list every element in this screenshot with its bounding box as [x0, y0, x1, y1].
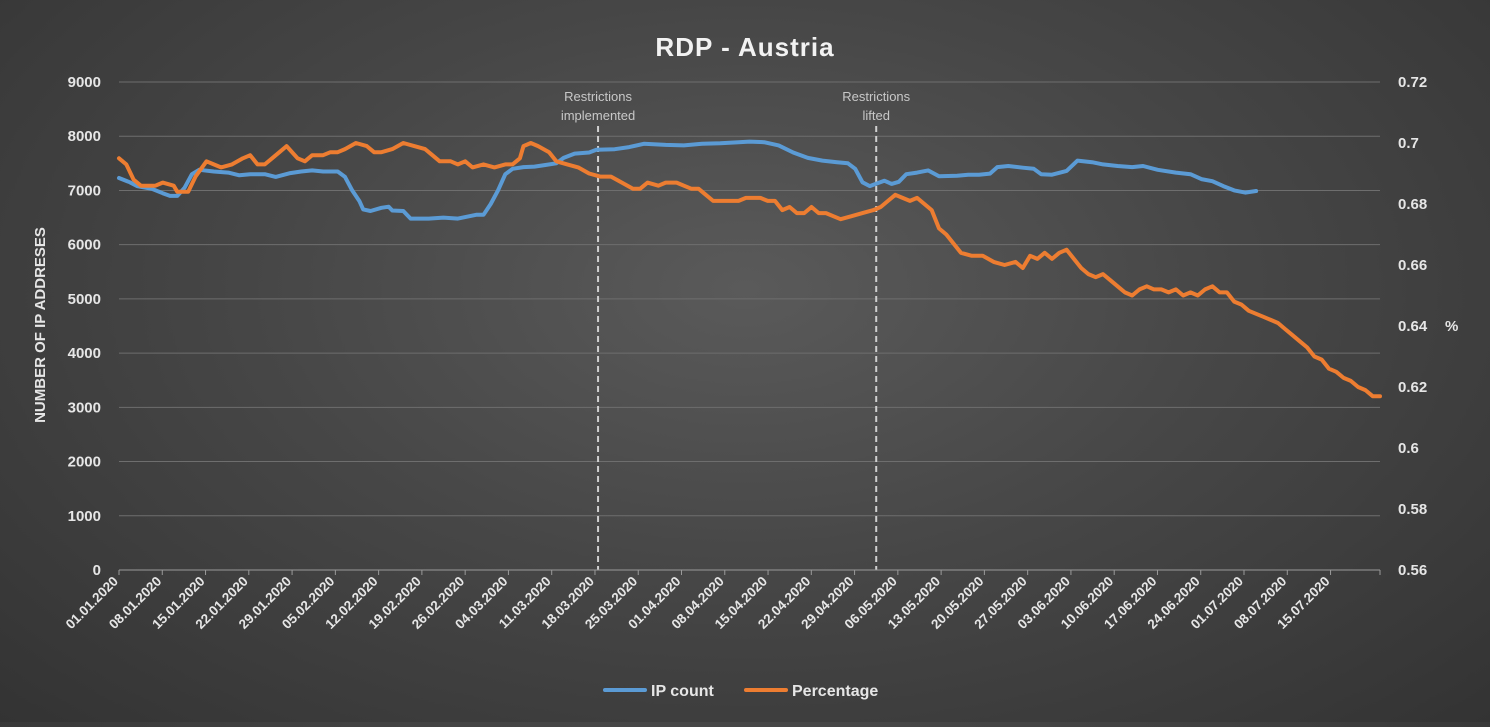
y2-tick-label: 0.64	[1398, 318, 1428, 335]
y2-tick-label: 0.7	[1398, 135, 1419, 152]
y-tick-label: 8000	[68, 128, 101, 145]
y-tick-label: 0	[93, 562, 101, 579]
y-tick-label: 6000	[68, 237, 101, 254]
y2-tick-label: 0.68	[1398, 196, 1427, 213]
annotation-label: implemented	[561, 108, 635, 123]
y-axis-title: NUMBER OF IP ADDRESES	[32, 227, 49, 423]
y-tick-label: 5000	[68, 291, 101, 308]
annotations: Restrictions implemented Restrictions lifte…	[561, 89, 911, 570]
y2-tick-label: 0.58	[1398, 501, 1427, 518]
y-tick-label: 4000	[68, 345, 101, 362]
y2-axis-title: %	[1445, 318, 1458, 335]
legend-label: IP count	[651, 683, 714, 700]
annotation-label: lifted	[862, 108, 889, 123]
y-tick-label: 3000	[68, 399, 101, 416]
chart-title: RDP - Austria	[655, 32, 834, 62]
annotation-label: Restrictions	[564, 89, 632, 104]
series-line-ip-count	[117, 139, 1259, 221]
gridlines	[119, 81, 1380, 517]
y2-tick-label: 0.56	[1398, 562, 1427, 579]
y-tick-label: 1000	[68, 508, 101, 525]
legend-label: Percentage	[792, 683, 878, 700]
y2-tick-label: 0.66	[1398, 257, 1427, 274]
annotation-label: Restrictions	[842, 89, 910, 104]
series-lines	[117, 139, 1382, 399]
legend: IP count Percentage	[603, 683, 878, 700]
y-tick-label: 9000	[68, 74, 101, 91]
y2-tick-label: 0.62	[1398, 379, 1427, 396]
y2-tick-label: 0.6	[1398, 440, 1419, 457]
y-tick-label: 2000	[68, 454, 101, 471]
y-tick-label: 7000	[68, 182, 101, 199]
y2-tick-label: 0.72	[1398, 74, 1427, 91]
series-line-percentage	[117, 141, 1382, 399]
